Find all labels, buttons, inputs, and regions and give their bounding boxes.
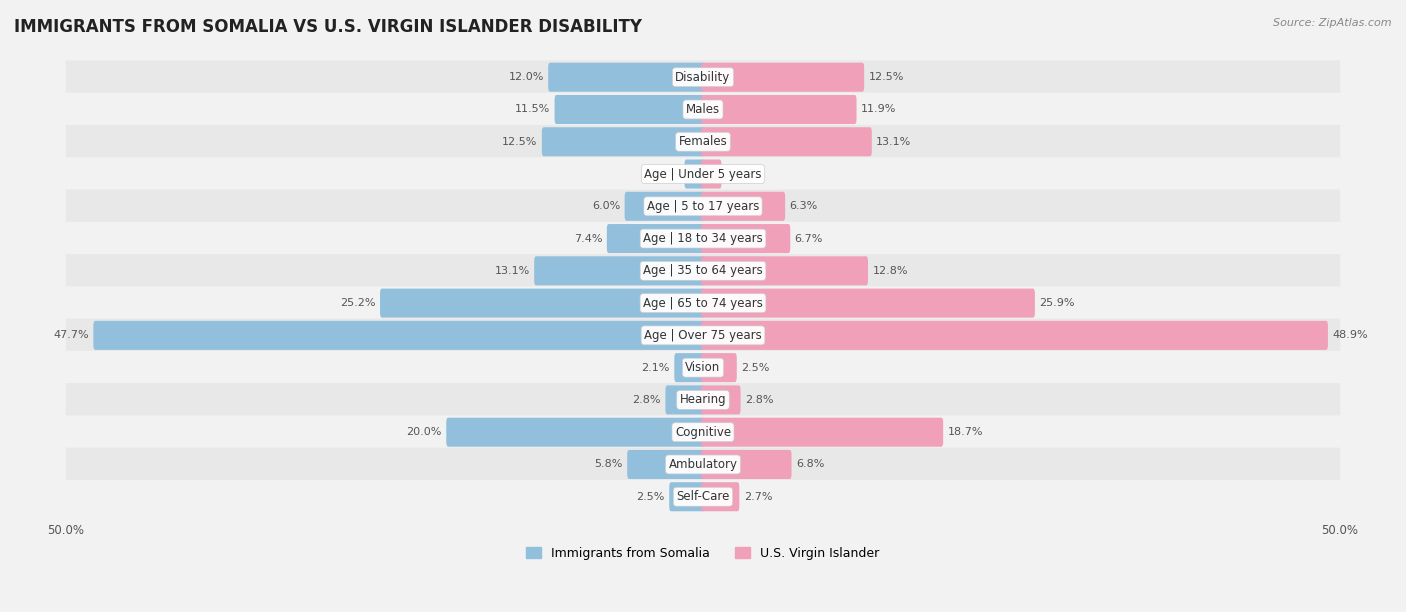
Text: Cognitive: Cognitive [675, 426, 731, 439]
Text: Source: ZipAtlas.com: Source: ZipAtlas.com [1274, 18, 1392, 28]
Text: 6.0%: 6.0% [592, 201, 620, 211]
Text: 12.0%: 12.0% [509, 72, 544, 82]
FancyBboxPatch shape [554, 95, 704, 124]
Text: 13.1%: 13.1% [876, 136, 911, 147]
FancyBboxPatch shape [669, 482, 704, 511]
FancyBboxPatch shape [702, 482, 740, 511]
Text: 11.9%: 11.9% [860, 105, 897, 114]
FancyBboxPatch shape [66, 222, 1340, 255]
Text: 2.8%: 2.8% [745, 395, 773, 405]
FancyBboxPatch shape [702, 256, 868, 285]
Text: Age | 35 to 64 years: Age | 35 to 64 years [643, 264, 763, 277]
Text: 48.9%: 48.9% [1333, 330, 1368, 340]
FancyBboxPatch shape [66, 480, 1340, 513]
Text: 1.3%: 1.3% [652, 169, 681, 179]
FancyBboxPatch shape [665, 386, 704, 414]
FancyBboxPatch shape [607, 224, 704, 253]
Text: Disability: Disability [675, 71, 731, 84]
Text: Females: Females [679, 135, 727, 148]
Text: 12.5%: 12.5% [869, 72, 904, 82]
Text: 12.5%: 12.5% [502, 136, 537, 147]
Text: 5.8%: 5.8% [595, 460, 623, 469]
Text: 2.7%: 2.7% [744, 491, 772, 502]
FancyBboxPatch shape [702, 192, 785, 221]
Text: Age | 18 to 34 years: Age | 18 to 34 years [643, 232, 763, 245]
Text: Vision: Vision [685, 361, 721, 374]
FancyBboxPatch shape [446, 417, 704, 447]
FancyBboxPatch shape [66, 61, 1340, 94]
FancyBboxPatch shape [66, 416, 1340, 449]
Text: Ambulatory: Ambulatory [668, 458, 738, 471]
FancyBboxPatch shape [541, 127, 704, 156]
FancyBboxPatch shape [548, 62, 704, 92]
Text: Males: Males [686, 103, 720, 116]
Text: 47.7%: 47.7% [53, 330, 89, 340]
Text: 2.8%: 2.8% [633, 395, 661, 405]
Text: 13.1%: 13.1% [495, 266, 530, 276]
Text: 20.0%: 20.0% [406, 427, 441, 437]
Text: 2.1%: 2.1% [641, 363, 669, 373]
Text: IMMIGRANTS FROM SOMALIA VS U.S. VIRGIN ISLANDER DISABILITY: IMMIGRANTS FROM SOMALIA VS U.S. VIRGIN I… [14, 18, 643, 36]
Text: 7.4%: 7.4% [574, 234, 602, 244]
FancyBboxPatch shape [702, 321, 1327, 350]
FancyBboxPatch shape [702, 95, 856, 124]
Text: 2.5%: 2.5% [741, 363, 769, 373]
FancyBboxPatch shape [66, 92, 1340, 126]
Text: 11.5%: 11.5% [515, 105, 550, 114]
FancyBboxPatch shape [702, 62, 865, 92]
FancyBboxPatch shape [66, 286, 1340, 320]
FancyBboxPatch shape [66, 448, 1340, 481]
FancyBboxPatch shape [685, 160, 704, 188]
FancyBboxPatch shape [702, 417, 943, 447]
Text: 25.9%: 25.9% [1039, 298, 1074, 308]
Text: 2.5%: 2.5% [637, 491, 665, 502]
Text: 6.8%: 6.8% [796, 460, 824, 469]
Text: 6.7%: 6.7% [794, 234, 823, 244]
Text: 18.7%: 18.7% [948, 427, 983, 437]
FancyBboxPatch shape [93, 321, 704, 350]
Text: Age | Under 5 years: Age | Under 5 years [644, 168, 762, 181]
FancyBboxPatch shape [675, 353, 704, 382]
FancyBboxPatch shape [627, 450, 704, 479]
Text: Age | 5 to 17 years: Age | 5 to 17 years [647, 200, 759, 213]
FancyBboxPatch shape [66, 190, 1340, 223]
FancyBboxPatch shape [702, 353, 737, 382]
FancyBboxPatch shape [66, 351, 1340, 384]
Text: 25.2%: 25.2% [340, 298, 375, 308]
FancyBboxPatch shape [66, 157, 1340, 191]
Text: Self-Care: Self-Care [676, 490, 730, 503]
Text: Hearing: Hearing [679, 394, 727, 406]
Text: 6.3%: 6.3% [790, 201, 818, 211]
FancyBboxPatch shape [380, 289, 704, 318]
FancyBboxPatch shape [702, 386, 741, 414]
Text: Age | Over 75 years: Age | Over 75 years [644, 329, 762, 342]
FancyBboxPatch shape [702, 160, 721, 188]
FancyBboxPatch shape [66, 254, 1340, 288]
Text: 1.3%: 1.3% [725, 169, 754, 179]
FancyBboxPatch shape [702, 224, 790, 253]
FancyBboxPatch shape [66, 383, 1340, 417]
FancyBboxPatch shape [702, 127, 872, 156]
FancyBboxPatch shape [702, 289, 1035, 318]
FancyBboxPatch shape [66, 125, 1340, 159]
Text: 12.8%: 12.8% [873, 266, 908, 276]
FancyBboxPatch shape [702, 450, 792, 479]
Legend: Immigrants from Somalia, U.S. Virgin Islander: Immigrants from Somalia, U.S. Virgin Isl… [522, 542, 884, 565]
FancyBboxPatch shape [624, 192, 704, 221]
Text: Age | 65 to 74 years: Age | 65 to 74 years [643, 297, 763, 310]
FancyBboxPatch shape [66, 319, 1340, 352]
FancyBboxPatch shape [534, 256, 704, 285]
